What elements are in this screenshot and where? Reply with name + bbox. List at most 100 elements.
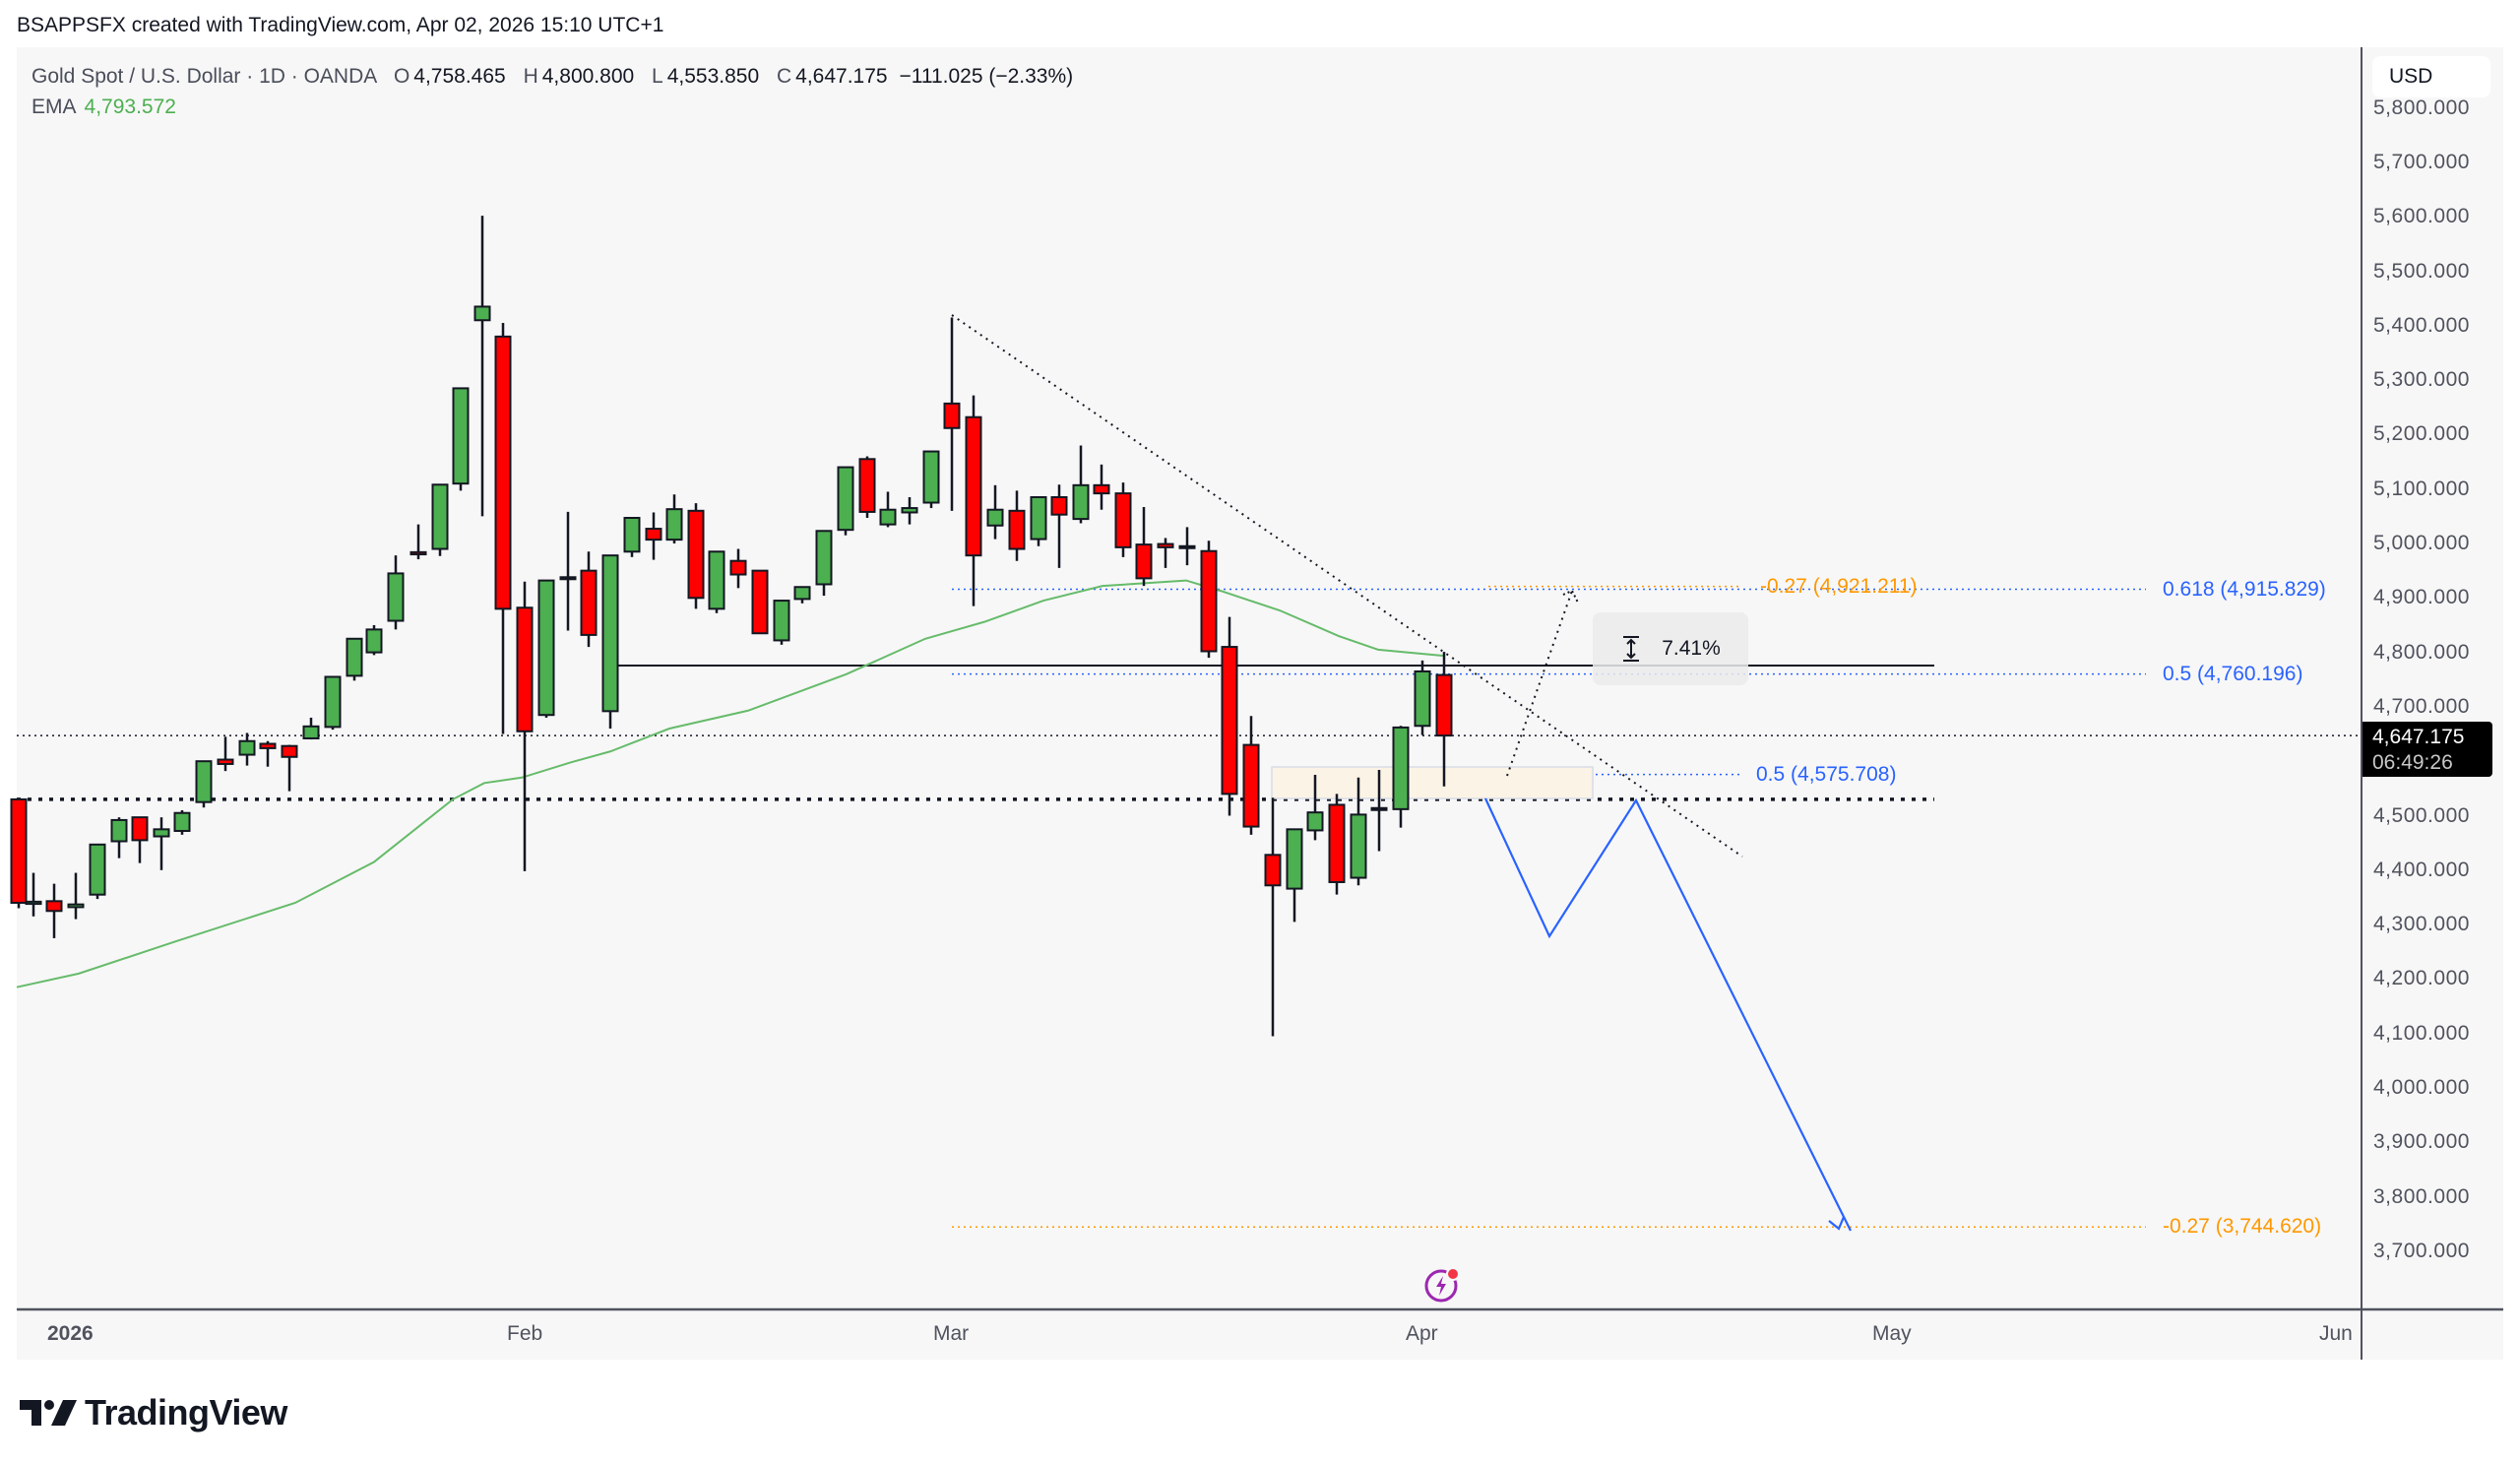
candle[interactable] — [1008, 490, 1026, 561]
candle[interactable] — [1157, 538, 1174, 568]
candle[interactable] — [365, 624, 383, 656]
candle[interactable] — [1178, 527, 1196, 566]
candle[interactable] — [110, 817, 128, 859]
candle[interactable] — [259, 740, 277, 767]
currency-button[interactable]: USD — [2372, 56, 2490, 97]
candle[interactable] — [729, 548, 747, 589]
candle[interactable] — [195, 760, 213, 808]
candle[interactable] — [708, 550, 725, 613]
candle[interactable] — [238, 732, 256, 766]
candle[interactable] — [537, 579, 555, 718]
candle[interactable] — [1328, 794, 1346, 895]
candle[interactable] — [281, 744, 298, 792]
candle[interactable] — [1200, 541, 1218, 659]
drawings-layer-back — [17, 585, 2362, 1228]
candle[interactable] — [858, 456, 876, 519]
candle[interactable] — [1135, 506, 1153, 587]
candle[interactable] — [1392, 726, 1410, 828]
time-tick-label: Jun — [2319, 1322, 2353, 1345]
upside-projection[interactable] — [1506, 590, 1573, 777]
price-tick-label: 4,200.000 — [2373, 967, 2470, 990]
candle[interactable] — [837, 466, 854, 536]
tradingview-wordmark: TradingView — [85, 1392, 287, 1432]
candle[interactable] — [494, 323, 512, 734]
ema-row: EMA 4,793.572 — [32, 92, 1073, 122]
price-range-measure[interactable]: 7.41% — [1593, 612, 1748, 685]
candle[interactable] — [473, 216, 491, 517]
candle[interactable] — [601, 554, 619, 730]
candle[interactable] — [580, 551, 598, 648]
chart-panel[interactable] — [17, 47, 2503, 1360]
candle[interactable] — [559, 511, 577, 631]
bar-countdown: 06:49:26 — [2372, 751, 2453, 774]
candle[interactable] — [131, 816, 149, 863]
candle[interactable] — [901, 496, 918, 525]
price-tick-label: 3,900.000 — [2373, 1130, 2470, 1154]
candle[interactable] — [1242, 716, 1260, 835]
ema-value: 4,793.572 — [84, 95, 176, 118]
candle[interactable] — [431, 483, 449, 556]
candle[interactable] — [346, 637, 363, 681]
candle[interactable] — [1093, 464, 1110, 510]
candle[interactable] — [67, 872, 85, 920]
candle[interactable] — [922, 450, 940, 509]
candle[interactable] — [1306, 775, 1324, 841]
ema-label: EMA — [32, 95, 77, 118]
economic-events-icon[interactable] — [1423, 1266, 1461, 1304]
candle[interactable] — [1221, 616, 1238, 816]
candle[interactable] — [879, 491, 897, 528]
candle[interactable] — [1072, 445, 1090, 524]
candle[interactable] — [10, 797, 28, 909]
measure-percent: 7.41% — [1662, 637, 1721, 660]
candle[interactable] — [217, 736, 234, 772]
ohlc-row: Gold Spot / U.S. Dollar · 1D · OANDA O 4,… — [32, 61, 1073, 92]
candle[interactable] — [1435, 652, 1453, 787]
candle[interactable] — [410, 524, 427, 560]
low-value: 4,553.850 — [666, 65, 760, 88]
candle[interactable] — [986, 484, 1004, 540]
price-tick-label: 5,400.000 — [2373, 313, 2470, 337]
candle[interactable] — [773, 600, 790, 645]
fib-level-label: -0.27 (4,921.211) — [1760, 574, 1918, 598]
candle[interactable] — [687, 503, 705, 609]
fib-level-label: 0.5 (4,760.196) — [2163, 662, 2303, 685]
candle[interactable] — [25, 872, 42, 917]
candle[interactable] — [1114, 482, 1132, 557]
time-tick-label: Apr — [1406, 1322, 1438, 1345]
descending-trendline[interactable] — [951, 314, 1743, 858]
candle[interactable] — [1030, 495, 1047, 546]
candle[interactable] — [324, 675, 342, 731]
drawings-layer-front[interactable] — [951, 314, 1852, 1232]
candle[interactable] — [1370, 770, 1388, 852]
candle[interactable] — [1050, 484, 1068, 568]
candle[interactable] — [387, 555, 405, 630]
candle[interactable] — [452, 387, 470, 491]
time-tick-label: 2026 — [47, 1322, 94, 1345]
candle[interactable] — [793, 586, 811, 604]
candle[interactable] — [1350, 777, 1367, 886]
candle[interactable] — [173, 809, 191, 835]
candle[interactable] — [815, 530, 833, 597]
candle[interactable] — [302, 717, 320, 740]
price-tick-label: 5,200.000 — [2373, 422, 2470, 446]
candle[interactable] — [665, 494, 683, 543]
candle[interactable] — [965, 395, 982, 606]
candle[interactable] — [1414, 660, 1431, 735]
candles[interactable] — [10, 216, 1453, 1037]
candle[interactable] — [1264, 797, 1282, 1037]
candle[interactable] — [516, 581, 534, 871]
fib-level-label: 0.618 (4,915.829) — [2163, 577, 2326, 601]
candle[interactable] — [45, 883, 63, 938]
bearish-projection-path[interactable] — [1484, 797, 1852, 1232]
price-tick-label: 4,400.000 — [2373, 858, 2470, 881]
tradingview-logo[interactable]: TradingView — [20, 1392, 287, 1433]
candle[interactable] — [943, 317, 961, 511]
candle[interactable] — [751, 569, 769, 635]
candle[interactable] — [623, 517, 641, 557]
candle[interactable] — [645, 512, 662, 560]
candle[interactable] — [153, 817, 170, 870]
candle[interactable] — [1286, 828, 1303, 923]
price-tick-label: 5,800.000 — [2373, 95, 2470, 119]
candle[interactable] — [89, 843, 106, 900]
